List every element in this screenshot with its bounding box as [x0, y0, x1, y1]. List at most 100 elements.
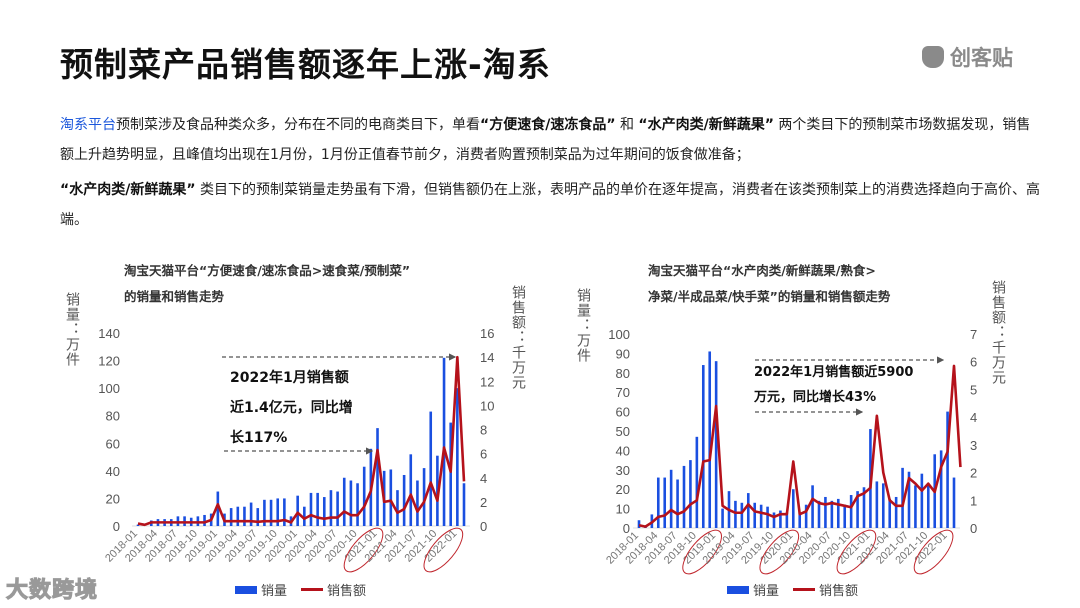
y-tick-label: 140 — [98, 326, 120, 341]
y2-tick-label: 10 — [480, 398, 494, 413]
bar — [952, 477, 956, 528]
bar — [336, 491, 339, 526]
annotation-line: 长117% — [230, 430, 288, 446]
bar — [734, 500, 737, 528]
bar — [746, 493, 750, 528]
annotation-line: 2022年1月销售额 — [230, 370, 349, 386]
y-tick-label: 20 — [616, 482, 630, 497]
bar — [785, 512, 789, 528]
brand-logo: 创客贴 — [922, 42, 1013, 72]
bar — [753, 502, 757, 528]
sales-line — [638, 364, 962, 528]
annotation-line: 万元，同比增长43% — [754, 390, 877, 405]
bar — [875, 481, 879, 528]
bar — [342, 477, 346, 526]
platform-link[interactable]: 淘系平台 — [60, 117, 116, 133]
legend-bar-swatch — [727, 585, 749, 594]
bar — [656, 477, 660, 528]
bar — [389, 469, 393, 526]
y-tick-label: 0 — [113, 519, 120, 534]
chart1-legend: 销量 销售额 — [235, 580, 366, 599]
emphasis: “水产肉类/新鲜蔬果” — [638, 117, 774, 133]
bar — [296, 495, 299, 526]
y-tick-label: 80 — [106, 409, 120, 424]
bar — [316, 492, 319, 526]
y-tick-label: 40 — [616, 443, 630, 458]
legend-label: 销售额 — [327, 584, 367, 599]
y-tick-label: 20 — [106, 491, 120, 506]
bar — [939, 450, 943, 528]
bar — [772, 512, 776, 528]
emphasis: “水产肉类/新鲜蔬果” — [60, 182, 196, 198]
highlight-circle — [913, 529, 954, 575]
bar — [349, 480, 353, 526]
bar — [449, 422, 452, 526]
bar — [701, 365, 705, 528]
bar — [362, 466, 366, 526]
bar — [229, 508, 233, 526]
y2-tick-label: 12 — [480, 374, 494, 389]
bar — [907, 471, 911, 528]
bar — [236, 506, 240, 526]
chart2-legend: 销量 销售额 — [727, 580, 858, 599]
y2-tick-label: 7 — [970, 327, 977, 342]
y-tick-label: 100 — [98, 381, 120, 396]
bar — [779, 510, 782, 528]
y2-tick-label: 5 — [970, 382, 977, 397]
y-tick-label: 120 — [98, 354, 120, 369]
bar — [203, 514, 206, 526]
bar — [894, 496, 898, 528]
bar — [721, 508, 724, 528]
y-tick-label: 80 — [616, 366, 630, 381]
paragraph-2: “水产肉类/新鲜蔬果” 类目下的预制菜销量走势虽有下滑，但销售额仍在上涨，表明产… — [60, 175, 1040, 235]
chart1-title-line2: 的销量和销售走势 — [124, 289, 225, 304]
bar — [442, 357, 446, 526]
bar — [695, 436, 699, 528]
bar — [740, 502, 744, 528]
bar — [663, 477, 667, 528]
bar — [843, 504, 847, 528]
chart1-title-line1: 淘宝天猫平台“方便速食/速冻食品>速食菜/预制菜” — [124, 263, 411, 278]
page-title: 预制菜产品销售额逐年上涨-淘系 — [60, 45, 551, 84]
text: 和 — [619, 117, 634, 133]
bar — [637, 520, 641, 528]
bar — [256, 508, 260, 526]
brand-logo-text: 创客贴 — [950, 46, 1013, 70]
bar — [862, 487, 866, 528]
y-tick-label: 30 — [616, 463, 630, 478]
bar — [766, 506, 769, 528]
bar — [396, 490, 399, 526]
bar — [269, 499, 273, 526]
y2-tick-label: 0 — [480, 519, 487, 534]
bar — [216, 491, 220, 526]
bar — [824, 496, 827, 528]
bar — [429, 411, 433, 526]
bar — [817, 500, 821, 528]
bar — [682, 465, 686, 528]
text: 预制菜涉及食品种类众多，分布在不同的电商类目下，单看 — [116, 117, 480, 133]
paragraph-1: 淘系平台预制菜涉及食品种类众多，分布在不同的电商类目下，单看“方便速食/速冻食品… — [60, 110, 1040, 170]
bar — [422, 468, 426, 526]
legend-bar-swatch — [235, 585, 257, 594]
bar — [946, 411, 949, 528]
emphasis: “方便速食/速冻食品” — [480, 117, 616, 133]
y2-tick-label: 14 — [480, 350, 494, 365]
highlight-circle — [759, 529, 800, 575]
watermark: 大数跨境 — [5, 578, 99, 604]
y-tick-label: 60 — [106, 436, 120, 451]
bar — [136, 524, 140, 526]
y2-tick-label: 4 — [970, 410, 977, 425]
highlight-circle — [423, 527, 464, 573]
brand-logo-icon — [922, 46, 944, 68]
annotation-line: 2022年1月销售额近5900 — [754, 365, 914, 380]
bar — [676, 479, 679, 528]
bar — [811, 485, 814, 528]
bar — [849, 495, 853, 528]
y-tick-label: 70 — [616, 385, 630, 400]
legend-label: 销量 — [753, 584, 780, 599]
bar — [856, 491, 859, 528]
bar — [303, 506, 306, 526]
bar — [249, 502, 253, 526]
legend-line-swatch — [793, 588, 816, 591]
